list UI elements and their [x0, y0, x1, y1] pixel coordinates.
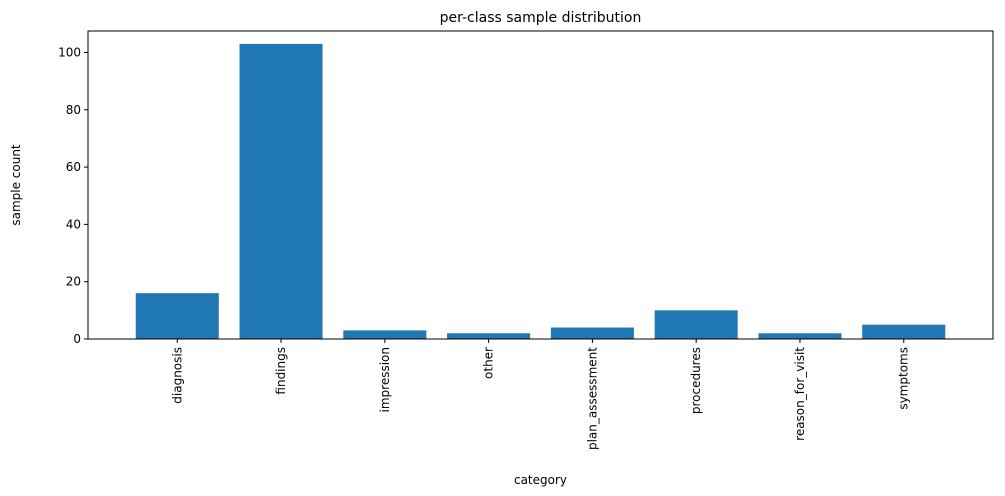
- bar-impression: [343, 330, 427, 339]
- x-tick-label: diagnosis: [170, 347, 184, 404]
- y-tick-label: 0: [73, 332, 81, 346]
- x-axis-ticks: diagnosis findings impression other plan_ass…: [170, 339, 911, 450]
- y-tick-label: 40: [66, 217, 81, 231]
- bar-other: [447, 333, 531, 339]
- plot-frame: [87, 30, 994, 340]
- y-tick-label: 80: [66, 103, 81, 117]
- bar-plan-assessment: [550, 327, 634, 339]
- bar-procedures: [654, 310, 738, 339]
- y-tick-label: 100: [58, 45, 81, 59]
- bar-diagnosis: [135, 293, 219, 339]
- bar-findings: [239, 43, 323, 339]
- x-tick-label: procedures: [689, 347, 703, 414]
- x-tick-label: other: [482, 347, 496, 379]
- x-tick-label: reason_for_visit: [793, 347, 807, 441]
- bars-group: [135, 43, 946, 339]
- bar-symptoms: [862, 324, 946, 339]
- y-tick-label: 20: [66, 275, 81, 289]
- x-tick-label: plan_assessment: [585, 347, 599, 450]
- x-axis-label: category: [514, 473, 567, 487]
- chart-title: per-class sample distribution: [440, 10, 642, 26]
- y-axis-ticks: 0 20 40 60 80 100: [58, 45, 88, 346]
- y-tick-label: 60: [66, 160, 81, 174]
- bar-reason-for-visit: [758, 333, 842, 339]
- x-tick-label: impression: [378, 347, 392, 412]
- x-tick-label: symptoms: [897, 347, 911, 410]
- x-tick-label: findings: [274, 347, 288, 395]
- y-axis-label: sample count: [9, 144, 23, 226]
